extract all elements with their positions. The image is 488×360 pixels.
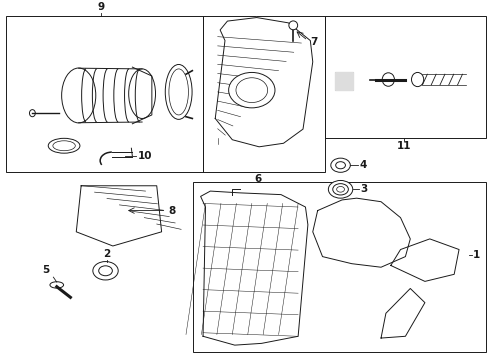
- Text: 7: 7: [309, 37, 317, 47]
- Polygon shape: [200, 191, 307, 345]
- Ellipse shape: [128, 69, 155, 118]
- Circle shape: [93, 262, 118, 280]
- Text: 8: 8: [168, 206, 175, 216]
- Ellipse shape: [382, 73, 394, 86]
- Text: 3: 3: [360, 184, 367, 194]
- Polygon shape: [334, 72, 352, 90]
- Polygon shape: [215, 18, 312, 147]
- Ellipse shape: [53, 141, 75, 151]
- Ellipse shape: [228, 72, 274, 108]
- Polygon shape: [390, 239, 458, 282]
- Ellipse shape: [288, 21, 297, 30]
- Bar: [334, 72, 352, 90]
- Text: 5: 5: [42, 265, 49, 275]
- Bar: [203, 16, 325, 172]
- Text: 4: 4: [358, 160, 366, 170]
- Ellipse shape: [236, 78, 267, 103]
- Circle shape: [99, 266, 112, 276]
- Text: 6: 6: [254, 175, 261, 184]
- Text: 1: 1: [472, 250, 479, 260]
- Ellipse shape: [411, 72, 423, 87]
- Polygon shape: [312, 198, 409, 267]
- Ellipse shape: [61, 68, 96, 123]
- Ellipse shape: [168, 69, 188, 115]
- Ellipse shape: [50, 282, 63, 288]
- Ellipse shape: [165, 64, 192, 120]
- Text: 9: 9: [97, 2, 104, 12]
- Text: 10: 10: [138, 151, 152, 161]
- Ellipse shape: [48, 138, 80, 153]
- Circle shape: [336, 186, 344, 192]
- Circle shape: [335, 162, 345, 169]
- Ellipse shape: [29, 110, 35, 117]
- Polygon shape: [76, 186, 161, 246]
- Text: 11: 11: [396, 141, 411, 151]
- Circle shape: [328, 180, 352, 198]
- Text: 2: 2: [103, 249, 110, 260]
- Bar: [193, 182, 485, 352]
- Bar: [325, 16, 485, 138]
- Circle shape: [330, 158, 349, 172]
- Circle shape: [332, 184, 347, 195]
- Bar: [5, 16, 203, 172]
